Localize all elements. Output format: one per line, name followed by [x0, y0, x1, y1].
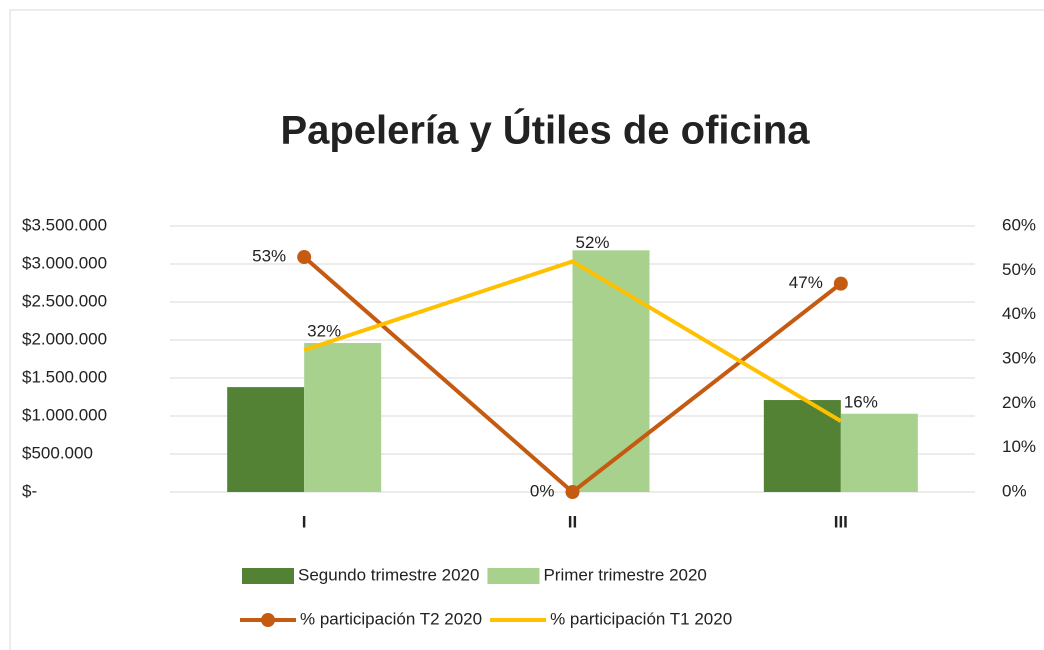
x-tick-label: II — [568, 512, 577, 531]
bar — [572, 250, 650, 492]
y2-tick-label: 50% — [1002, 260, 1036, 279]
legend-label: % participación T1 2020 — [550, 609, 732, 628]
y-tick-label: $- — [22, 481, 37, 500]
legend-swatch — [487, 568, 540, 584]
bar — [304, 343, 382, 492]
y-tick-label: $2.000.000 — [22, 329, 107, 348]
y-tick-label: $500.000 — [22, 443, 93, 462]
line-marker — [833, 276, 848, 291]
y2-tick-label: 40% — [1002, 304, 1036, 323]
y2-tick-label: 30% — [1002, 348, 1036, 367]
legend-label: % participación T2 2020 — [300, 609, 482, 628]
data-label: 52% — [575, 233, 609, 252]
legend-marker — [261, 613, 275, 627]
legend-label: Segundo trimestre 2020 — [298, 565, 479, 584]
chart-border — [9, 9, 1044, 650]
y-tick-label: $1.000.000 — [22, 405, 107, 424]
y2-tick-label: 20% — [1002, 393, 1036, 412]
legend-label: Primer trimestre 2020 — [543, 565, 706, 584]
y-tick-label: $3.000.000 — [22, 253, 107, 272]
chart-title: Papelería y Útiles de oficina — [280, 107, 810, 153]
data-label: 0% — [530, 481, 555, 500]
x-tick-label: I — [302, 512, 307, 531]
line — [303, 259, 842, 423]
y2-tick-label: 10% — [1002, 437, 1036, 456]
legend-swatch — [242, 568, 294, 584]
bar — [840, 413, 918, 492]
y2-tick-label: 60% — [1002, 215, 1036, 234]
line-marker — [297, 250, 312, 265]
data-label: 16% — [844, 393, 878, 412]
x-tick-label: III — [834, 512, 848, 531]
data-label: 53% — [252, 247, 286, 266]
data-label: 47% — [789, 273, 823, 292]
bar — [227, 387, 305, 492]
y-tick-label: $2.500.000 — [22, 291, 107, 310]
line-marker — [565, 485, 580, 499]
y-tick-label: $1.500.000 — [22, 367, 107, 386]
data-label: 32% — [307, 322, 341, 341]
y2-tick-label: 0% — [1002, 481, 1027, 500]
y-tick-label: $3.500.000 — [22, 215, 107, 234]
